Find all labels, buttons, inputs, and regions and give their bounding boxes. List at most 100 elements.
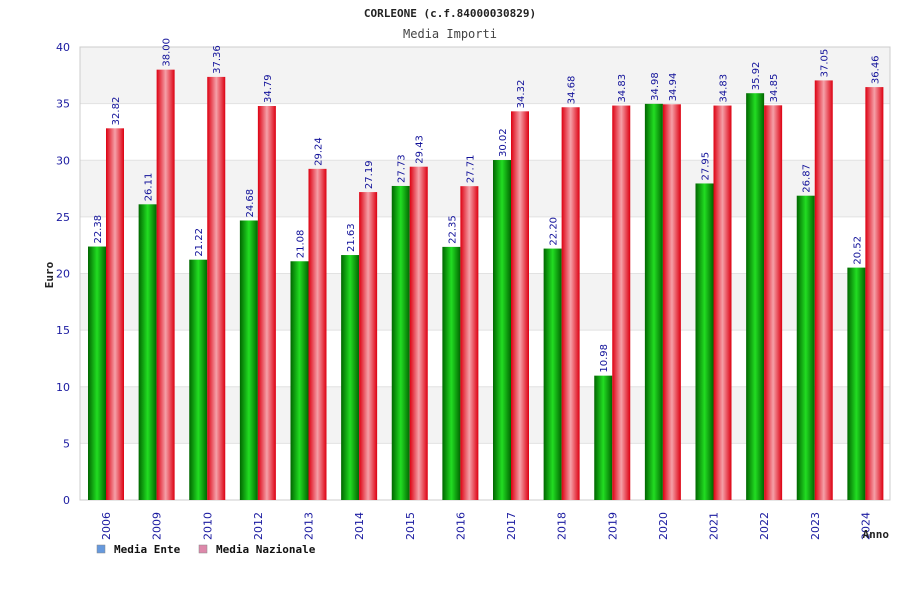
x-axis: 2006 2009 2010 2012 2013 2014 2015 2016 2017 2018… [100, 512, 872, 540]
bar-value-label: 21.22 [194, 228, 205, 257]
bar-media-ente-2015 [391, 185, 410, 500]
bar-media-nazionale-2017 [511, 111, 529, 501]
x-tick-label: 2019 [606, 512, 619, 540]
chart-subtitle: Media Importi [403, 27, 497, 41]
bar-value-label: 34.68 [567, 76, 578, 105]
bar-value-label: 37.36 [212, 45, 223, 74]
bar-value-label: 22.38 [93, 215, 104, 244]
bar-media-nazionale-2013 [308, 168, 327, 500]
bar-media-nazionale-2023 [814, 80, 833, 500]
bar-media-nazionale-2018 [561, 107, 580, 501]
x-tick-label: 2012 [252, 512, 265, 540]
bar-media-ente-2006 [88, 246, 106, 500]
bar-media-ente-2012 [239, 220, 258, 500]
bar-media-nazionale-2009 [156, 69, 175, 501]
bar-value-label: 34.85 [769, 74, 780, 103]
bar-value-label: 24.68 [245, 189, 256, 218]
bar-value-label: 38.00 [162, 38, 173, 67]
y-tick-label: 25 [56, 211, 70, 224]
legend-swatch [96, 544, 106, 554]
x-tick-label: 2022 [758, 512, 771, 540]
bar-media-ente-2020 [644, 103, 663, 500]
legend-swatch [198, 544, 208, 554]
bar-value-label: 21.08 [296, 230, 307, 259]
bar-media-ente-2010 [189, 259, 208, 500]
y-axis: 0 5 10 15 20 25 30 35 40 [56, 41, 70, 507]
bar-media-ente-2016 [442, 246, 461, 500]
y-tick-label: 30 [56, 154, 70, 167]
legend-label: Media Ente [114, 543, 181, 556]
x-tick-label: 2020 [657, 512, 670, 540]
bar-value-label: 32.82 [111, 97, 122, 126]
bar-media-nazionale-2016 [460, 186, 479, 500]
bar-value-label: 20.52 [852, 236, 863, 265]
bar-value-labels: 22.38 32.82 26.11 38.00 21.22 37.36 24.68 34.79… [93, 38, 881, 373]
bar-value-label: 22.35 [447, 215, 458, 244]
y-tick-label: 35 [56, 98, 70, 111]
bar-media-ente-2018 [543, 248, 562, 500]
bar-value-label: 10.98 [599, 344, 610, 373]
bar-media-ente-2023 [796, 195, 815, 500]
bar-value-label: 21.63 [346, 223, 357, 252]
x-tick-label: 2015 [404, 512, 417, 540]
x-tick-label: 2014 [353, 512, 366, 540]
bar-media-nazionale-2015 [409, 166, 428, 500]
bar-value-label: 34.83 [719, 74, 730, 103]
x-tick-label: 2018 [556, 512, 569, 540]
bar-value-label: 34.32 [516, 80, 527, 109]
chart-title: CORLEONE (c.f.84000030829) [364, 7, 536, 20]
bars [88, 69, 884, 501]
legend-label: Media Nazionale [216, 543, 316, 556]
bar-value-label: 34.94 [668, 73, 679, 102]
bar-media-ente-2013 [290, 261, 309, 500]
bar-media-nazionale-2024 [865, 87, 884, 500]
bar-media-nazionale-2019 [612, 105, 631, 501]
y-tick-label: 0 [63, 494, 70, 507]
bar-media-ente-2009 [138, 204, 157, 500]
y-tick-label: 10 [56, 381, 70, 394]
bar-media-nazionale-2020 [662, 104, 681, 500]
y-tick-label: 5 [63, 437, 70, 450]
bar-value-label: 34.79 [263, 74, 274, 103]
bar-value-label: 27.95 [701, 152, 712, 181]
bar-value-label: 36.46 [870, 55, 881, 84]
bar-media-nazionale-2021 [713, 105, 732, 501]
bar-value-label: 26.87 [802, 164, 813, 193]
bar-media-nazionale-2014 [359, 192, 378, 501]
x-tick-label: 2016 [454, 512, 467, 540]
bar-value-label: 27.71 [465, 155, 476, 184]
plot-border [79, 46, 891, 501]
x-tick-label: 2006 [100, 512, 113, 540]
x-tick-label: 2009 [151, 512, 164, 540]
x-tick-label: 2017 [505, 512, 518, 540]
bar-value-label: 27.73 [397, 154, 408, 183]
bar-media-nazionale-2022 [764, 105, 783, 500]
x-tick-label: 2010 [201, 512, 214, 540]
y-axis-label: Euro [43, 261, 56, 288]
bar-value-label: 27.19 [364, 160, 375, 189]
bar-media-nazionale-2012 [257, 106, 276, 501]
bar-media-nazionale-2010 [207, 76, 226, 500]
bar-media-ente-2022 [746, 93, 765, 501]
bar-value-label: 29.24 [314, 137, 325, 166]
bar-value-label: 26.11 [144, 173, 155, 202]
bar-media-ente-2014 [341, 255, 360, 500]
x-axis-label: Anno [863, 528, 890, 541]
x-tick-label: 2024 [859, 512, 872, 540]
bar-media-nazionale-2006 [106, 128, 124, 500]
bar-value-label: 22.20 [549, 217, 560, 246]
bar-media-ente-2021 [695, 183, 714, 500]
y-tick-label: 20 [56, 268, 70, 281]
x-tick-label: 2021 [708, 512, 721, 540]
x-tick-label: 2023 [809, 512, 822, 540]
bar-media-ente-2019 [594, 375, 613, 500]
y-tick-label: 15 [56, 324, 70, 337]
bar-media-ente-2017 [493, 160, 511, 500]
bar-value-label: 34.98 [650, 72, 661, 101]
bar-media-ente-2024 [847, 267, 866, 500]
x-tick-label: 2013 [303, 512, 316, 540]
legend: Media Ente Media Nazionale [96, 543, 316, 556]
bar-value-label: 34.83 [617, 74, 628, 103]
y-tick-label: 40 [56, 41, 70, 54]
